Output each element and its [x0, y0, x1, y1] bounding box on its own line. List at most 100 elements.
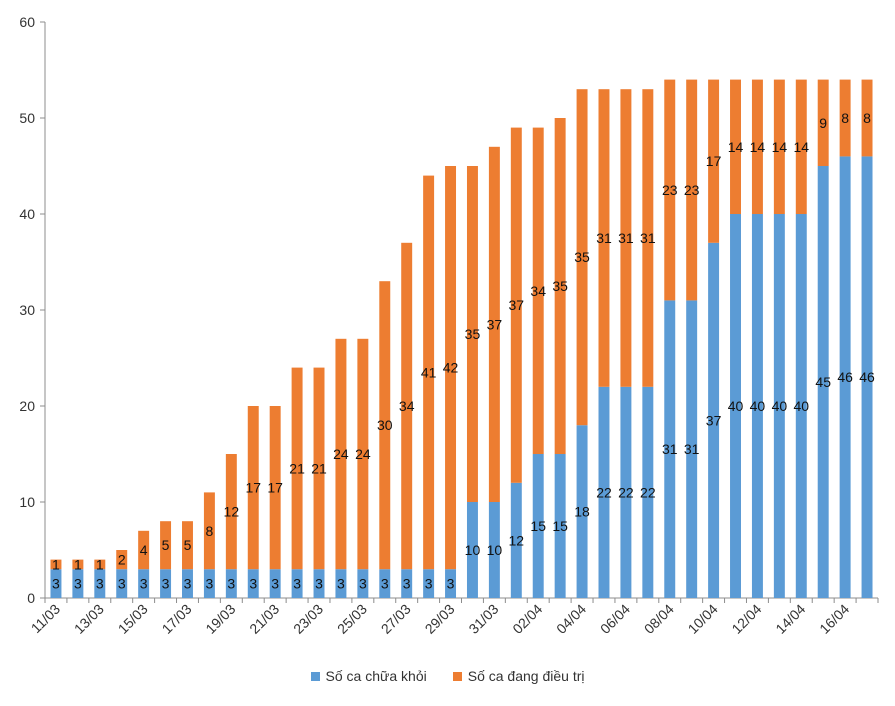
data-label-treating: 41: [421, 364, 437, 380]
data-label-recovered: 3: [337, 576, 345, 592]
x-tick-label: 23/03: [290, 601, 326, 637]
data-label-recovered: 3: [52, 576, 60, 592]
y-tick-label: 60: [19, 14, 35, 30]
bar-recovered: [466, 502, 478, 598]
bar-treating: [466, 166, 478, 502]
bar-treating: [203, 492, 215, 570]
bar-recovered: [445, 569, 457, 598]
bar-recovered: [313, 569, 325, 598]
data-label-recovered: 3: [403, 576, 411, 592]
x-axis: 11/03 13/03 15/03 17/03 19/03 21/03 23/03 25/03…: [28, 597, 879, 637]
bar-treating: [116, 550, 128, 570]
bar-treating: [72, 559, 84, 570]
data-label-treating: 17: [706, 153, 722, 169]
legend-swatch-recovered: [310, 671, 320, 681]
bar-recovered: [72, 569, 84, 598]
legend-item-treating[interactable]: Số ca đang điều trị: [452, 668, 585, 684]
bar-treating: [598, 89, 610, 387]
bar-treating: [488, 146, 500, 503]
bar-recovered: [182, 569, 193, 598]
data-label-recovered: 3: [227, 576, 235, 592]
legend-swatch-treating: [452, 671, 462, 681]
data-label-recovered: 37: [706, 412, 722, 428]
bar-treating: [686, 79, 698, 301]
data-label-treating: 17: [267, 480, 283, 496]
bar-treating: [225, 454, 237, 570]
data-label-recovered: 3: [74, 576, 82, 592]
legend-label-treating: Số ca đang điều trị: [467, 668, 585, 684]
x-tick-label: 14/04: [772, 601, 808, 637]
y-axis: 0 10 20 30 40 50 60: [19, 14, 46, 606]
data-label-treating: 21: [289, 460, 305, 476]
bar-recovered: [664, 300, 676, 598]
data-label-recovered: 40: [793, 398, 809, 414]
data-label-treating: 34: [399, 398, 415, 414]
bar-treating: [160, 521, 172, 570]
y-tick-label: 50: [19, 110, 35, 126]
bar-treating: [817, 79, 829, 166]
bar-treating: [182, 521, 193, 570]
bar-recovered: [532, 454, 544, 598]
data-label-recovered: 3: [447, 576, 455, 592]
data-label-recovered: 3: [118, 576, 126, 592]
y-tick-label: 30: [19, 302, 35, 318]
data-label-recovered: 10: [465, 542, 481, 558]
bar-treating: [730, 79, 741, 214]
data-label-recovered: 31: [684, 441, 700, 457]
bar-recovered: [642, 386, 654, 598]
x-tick-label: 31/03: [465, 601, 501, 637]
data-label-recovered: 22: [596, 484, 612, 500]
data-label-treating: 5: [184, 537, 192, 553]
data-label-recovered: 3: [359, 576, 367, 592]
bar-treating: [664, 79, 676, 301]
legend-item-recovered[interactable]: Số ca chữa khỏi: [310, 668, 427, 684]
data-label-recovered: 3: [140, 576, 148, 592]
data-label-treating: 37: [487, 316, 503, 332]
legend-label-recovered: Số ca chữa khỏi: [325, 668, 427, 684]
bar-treating: [620, 89, 632, 387]
data-label-treating: 34: [530, 283, 546, 299]
data-label-recovered: 18: [574, 504, 590, 520]
x-tick-label: 29/03: [422, 601, 458, 637]
bar-treating: [445, 166, 457, 570]
bar-recovered: [751, 214, 763, 598]
data-label-treating: 31: [618, 230, 634, 246]
data-label-recovered: 22: [618, 484, 634, 500]
legend: Số ca chữa khỏi Số ca đang điều trị: [0, 668, 895, 684]
data-label-treating: 35: [465, 326, 481, 342]
x-tick-label: 06/04: [597, 601, 633, 637]
bar-treating: [795, 79, 807, 214]
data-label-treating: 21: [311, 460, 327, 476]
data-labels: 3131313234353538312317317321321324324330…: [52, 110, 875, 592]
bar-treating: [269, 406, 281, 570]
data-label-treating: 24: [355, 446, 371, 462]
bar-recovered: [401, 569, 413, 598]
data-label-treating: 24: [333, 446, 349, 462]
data-label-treating: 23: [662, 182, 678, 198]
data-label-recovered: 40: [772, 398, 788, 414]
bar-recovered: [247, 569, 259, 598]
bar-recovered: [225, 569, 237, 598]
data-label-recovered: 12: [509, 532, 525, 548]
data-label-recovered: 3: [315, 576, 323, 592]
data-label-treating: 8: [841, 110, 849, 126]
data-label-treating: 9: [819, 115, 827, 131]
data-label-treating: 23: [684, 182, 700, 198]
bar-recovered: [160, 569, 172, 598]
bar-treating: [708, 79, 720, 243]
bar-recovered: [379, 569, 391, 598]
data-label-recovered: 3: [162, 576, 170, 592]
data-label-treating: 14: [772, 139, 788, 155]
data-label-treating: 2: [118, 552, 126, 568]
bar-treating: [357, 338, 369, 570]
bar-recovered: [817, 166, 829, 598]
data-label-treating: 1: [52, 556, 60, 572]
bar-recovered: [773, 214, 785, 598]
data-label-treating: 5: [162, 537, 170, 553]
bar-treating: [247, 406, 259, 570]
x-tick-label: 27/03: [378, 601, 414, 637]
data-label-treating: 31: [640, 230, 656, 246]
data-label-recovered: 3: [381, 576, 389, 592]
bar-treating: [576, 89, 588, 426]
bars: [50, 79, 873, 599]
